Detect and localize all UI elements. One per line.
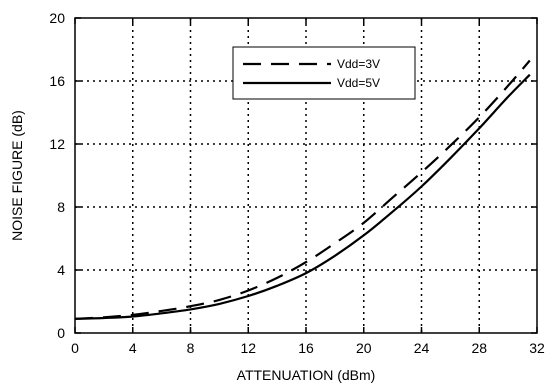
legend-box	[232, 46, 416, 100]
series-group	[74, 59, 531, 320]
x-tick-label: 0	[71, 340, 79, 356]
legend: Vdd=3V Vdd=5V	[232, 46, 416, 100]
x-tick-label: 20	[356, 340, 372, 356]
axis-ticks	[74, 17, 538, 334]
y-tick-label: 8	[57, 199, 65, 215]
y-tick-label: 4	[57, 262, 65, 278]
y-tick-label: 20	[49, 10, 65, 26]
x-tick-labels: 0 4 8 12 16 20 24 28 32	[71, 340, 545, 356]
legend-label-vdd-3v: Vdd=3V	[337, 57, 380, 71]
x-tick-label: 28	[471, 340, 487, 356]
legend-label-vdd-5v: Vdd=5V	[337, 76, 380, 90]
y-tick-labels: 0 4 8 12 16 20	[49, 10, 65, 341]
x-tick-label: 32	[529, 340, 545, 356]
y-axis-label: NOISE FIGURE (dB)	[9, 110, 25, 241]
x-tick-label: 24	[414, 340, 430, 356]
y-tick-label: 16	[49, 73, 65, 89]
x-tick-label: 4	[129, 340, 137, 356]
y-tick-label: 12	[49, 136, 65, 152]
grid-lines	[75, 18, 537, 333]
y-tick-label: 0	[57, 325, 65, 341]
x-tick-label: 12	[240, 340, 256, 356]
series-line-vdd-5v	[74, 73, 531, 320]
x-tick-label: 8	[187, 340, 195, 356]
series-line-vdd-3v	[74, 59, 531, 320]
x-axis-label: ATTENUATION (dBm)	[237, 367, 376, 383]
x-tick-label: 16	[298, 340, 314, 356]
